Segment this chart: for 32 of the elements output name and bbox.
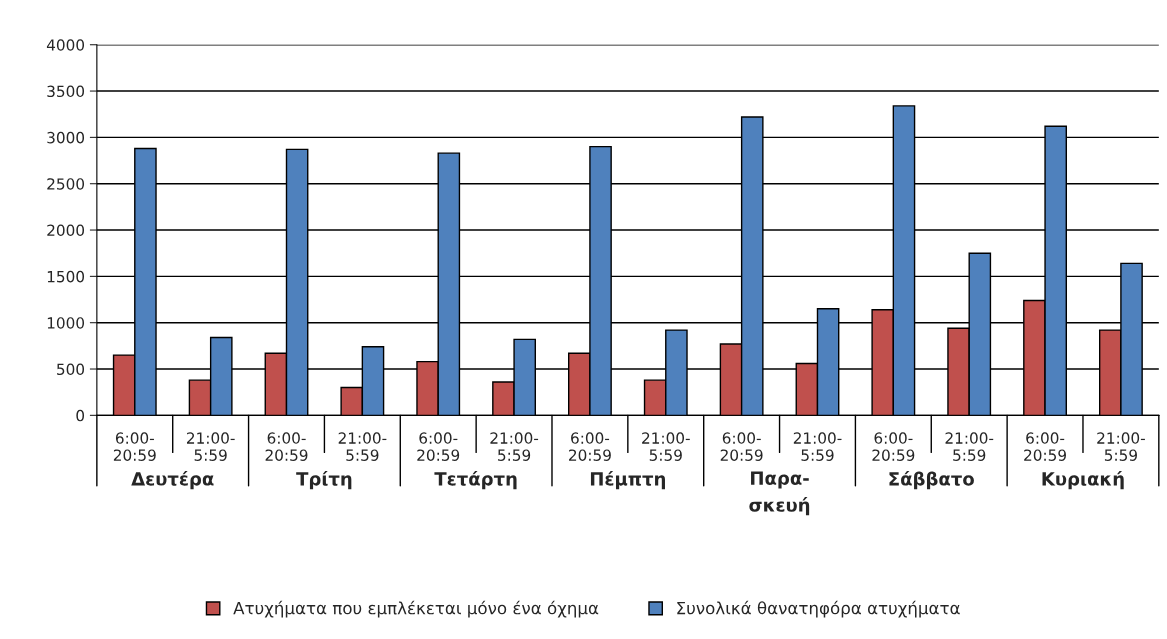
text: Παρα-σκευή <box>749 471 810 516</box>
x-tick-label: 21:00-5:59 <box>642 432 690 461</box>
y-tick-label: 4000 <box>46 39 85 51</box>
text: Δευτέρα <box>131 470 214 490</box>
x-tick-label: 21:00-5:59 <box>945 432 994 461</box>
x-tick-label: 6:00-20:59 <box>265 432 308 461</box>
y-tick-label: 1000 <box>47 317 85 329</box>
text: Τετάρτη <box>434 470 517 490</box>
y-tick-label: 2000 <box>47 224 85 237</box>
text: Κυριακή <box>1042 470 1124 490</box>
y-tick-label: 3000 <box>47 131 85 144</box>
x-tick-label: 6:00-20:59 <box>872 432 915 461</box>
x-tick-label: 6:00-20:59 <box>417 432 460 461</box>
x-tick-label: 21:00-5:59 <box>186 432 235 461</box>
x-tick-label: 21:00-5:59 <box>338 432 387 461</box>
x-tick-label: 21:00-5:59 <box>793 432 842 461</box>
x-tick-label: 6:00-20:59 <box>569 432 611 461</box>
x-tick-label: 21:00-5:59 <box>1097 432 1145 461</box>
legend-label: Συνολικά θανατηφόρα ατυχήματα <box>677 600 960 618</box>
x-tick-label: 21:00-5:59 <box>490 432 539 461</box>
x-tick-label: 6:00-20:59 <box>720 432 763 461</box>
x-tick-label: 6:00-20:59 <box>113 432 156 461</box>
text: Σάββατο <box>889 470 974 490</box>
legend-label: Ατυχήματα που εμπλέκεται μόνο ένα όχημα <box>233 600 599 618</box>
y-tick-label: 500 <box>57 363 85 376</box>
y-tick-label: 0 <box>76 409 85 422</box>
y-tick-label: 1500 <box>47 270 85 283</box>
text: Πέμπτη <box>590 470 665 490</box>
text: Τρίτη <box>296 470 352 490</box>
y-tick-label: 2500 <box>47 178 85 190</box>
x-tick-label: 6:00-20:59 <box>1024 432 1066 461</box>
y-tick-label: 3500 <box>47 85 85 98</box>
